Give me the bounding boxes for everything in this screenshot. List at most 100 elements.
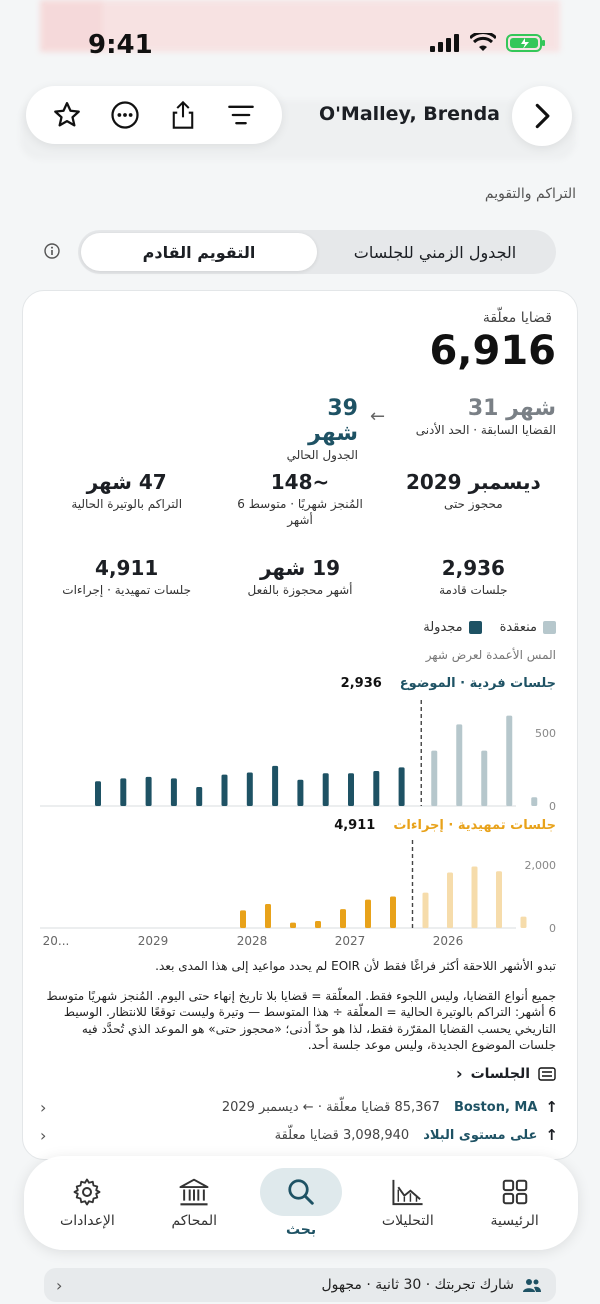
- stat-value: 4,911: [95, 556, 159, 581]
- backlog-card: [22, 290, 578, 1160]
- bar-scheduled[interactable]: [398, 767, 405, 806]
- tab-home[interactable]: الرئيسية: [467, 1177, 563, 1229]
- segment-upcoming-calendar[interactable]: التقويم القادم: [81, 233, 317, 271]
- note-methodology: جميع أنواع القضايا، وليس اللجوء فقط. الم…: [46, 989, 556, 1052]
- x-tick-label: 2029: [138, 934, 169, 948]
- bar-scheduled[interactable]: [196, 787, 203, 806]
- bar-scheduled[interactable]: [390, 896, 396, 928]
- bar-scheduled[interactable]: [297, 779, 304, 806]
- court-row-national[interactable]: ↑ على مستوى البلاد 3,098,940 قضايا معلّق…: [40, 1123, 558, 1147]
- current-schedule: 39 شهر الجدول الحالي: [280, 396, 358, 462]
- stat-backlog-pace: 47 شهر التراكم بالوتيرة الحالية: [40, 470, 213, 528]
- bar-held[interactable]: [456, 724, 463, 806]
- y-tick-label: 0: [549, 922, 556, 935]
- bar-scheduled[interactable]: [221, 774, 228, 806]
- tab-label: الرئيسية: [490, 1213, 539, 1229]
- bar-scheduled[interactable]: [340, 909, 346, 928]
- chevron-left-icon: ‹: [455, 1064, 463, 1083]
- stat-months-booked: 19 شهر أشهر محجوزة بالفعل: [213, 556, 386, 599]
- bar-held[interactable]: [506, 715, 513, 806]
- segment-hearings-timeline[interactable]: الجدول الزمني للجلسات: [353, 242, 517, 262]
- court-icon: [179, 1178, 209, 1206]
- forward-button[interactable]: [512, 86, 572, 146]
- tab-search[interactable]: بحث: [253, 1168, 349, 1238]
- stat-label: جلسات تمهيدية · إجراءات: [62, 583, 192, 598]
- bar-scheduled[interactable]: [290, 922, 296, 928]
- previous-schedule-label: القضايا السابقة · الحد الأدنى: [415, 423, 556, 437]
- tab-bar: الرئيسية التحليلات بحث المحاكم الإعدادات: [24, 1156, 578, 1250]
- bar-scheduled[interactable]: [246, 772, 253, 806]
- bar-scheduled[interactable]: [322, 773, 329, 806]
- court-row-boston[interactable]: ↑ Boston, MA 85,367 قضايا معلّقة · ← ديس…: [40, 1095, 558, 1119]
- chart-2-header: جلسات تمهيدية · إجراءات 4,911: [334, 818, 556, 833]
- people-icon: [523, 1279, 541, 1292]
- filter-icon[interactable]: [224, 98, 258, 132]
- bar-scheduled[interactable]: [272, 765, 279, 806]
- row-desc: 85,367 قضايا معلّقة · ← ديسمبر 2029: [221, 1099, 440, 1115]
- stat-value: ~148: [270, 470, 330, 494]
- legend-held: منعقدة: [500, 620, 556, 635]
- bar-scheduled[interactable]: [265, 904, 271, 928]
- tab-analytics[interactable]: التحليلات: [360, 1177, 456, 1229]
- schedule-compare: 31 شهر القضايا السابقة · الحد الأدنى ← 3…: [40, 396, 560, 462]
- arrow-up-icon: ↑: [545, 1126, 558, 1144]
- bar-scheduled[interactable]: [348, 773, 354, 806]
- bar-scheduled[interactable]: [170, 778, 177, 806]
- arrow-up-icon: ↑: [545, 1098, 558, 1116]
- more-icon[interactable]: [108, 98, 142, 132]
- stat-value: ديسمبر 2029: [405, 470, 541, 494]
- bar-scheduled[interactable]: [315, 921, 321, 928]
- battery-icon: [506, 34, 545, 52]
- status-icons: [430, 33, 546, 53]
- tab-settings[interactable]: الإعدادات: [39, 1177, 135, 1229]
- row-desc: 3,098,940 قضايا معلّقة: [274, 1127, 410, 1143]
- individual-hearings-chart[interactable]: 0 500: [40, 696, 560, 812]
- master-hearings-chart[interactable]: 0 2,000 2026 2027 2028 2029 20...: [40, 838, 560, 950]
- tab-label: بحث: [285, 1222, 317, 1238]
- chart-1-total: 2,936: [340, 676, 382, 691]
- pending-label: قضايا معلّقة: [482, 310, 552, 326]
- x-tick-label: 2026: [433, 934, 464, 948]
- stat-master-hearings: 4,911 جلسات تمهيدية · إجراءات: [40, 556, 213, 599]
- bar-scheduled[interactable]: [240, 910, 246, 928]
- star-icon[interactable]: [50, 98, 84, 132]
- row-city: على مستوى البلاد: [423, 1127, 538, 1143]
- arrow-left-icon: ←: [370, 406, 386, 427]
- bar-held[interactable]: [496, 871, 502, 928]
- tab-label: المحاكم: [171, 1213, 217, 1229]
- hearings-link-label: الجلسات: [470, 1065, 530, 1082]
- legend-swatch-scheduled: [468, 621, 482, 634]
- share-icon[interactable]: [166, 98, 200, 132]
- row-city: Boston, MA: [453, 1099, 538, 1115]
- bar-scheduled[interactable]: [365, 899, 371, 928]
- bar-held[interactable]: [471, 866, 478, 929]
- bar-scheduled[interactable]: [120, 778, 127, 806]
- tab-active-pill: [260, 1168, 343, 1216]
- pending-value: 6,916: [429, 328, 556, 374]
- bar-held[interactable]: [520, 916, 527, 928]
- y-tick-label: 2,000: [525, 859, 557, 872]
- legend-swatch-held: [543, 621, 556, 634]
- feedback-banner[interactable]: شارك تجربتك · 30 ثانية · مجهول ‹: [44, 1268, 556, 1302]
- bar-held[interactable]: [481, 750, 488, 806]
- hearings-link[interactable]: الجلسات ‹: [456, 1064, 556, 1083]
- page-title: O'Malley, Brenda: [318, 103, 500, 125]
- chart-2-title: جلسات تمهيدية · إجراءات: [393, 818, 556, 833]
- bar-scheduled[interactable]: [373, 771, 380, 806]
- status-time: 9:41: [88, 30, 153, 60]
- tab-label: الإعدادات: [60, 1213, 115, 1229]
- bar-held[interactable]: [531, 797, 538, 806]
- grid-icon: [502, 1179, 527, 1205]
- bar-held[interactable]: [422, 892, 429, 928]
- bar-scheduled[interactable]: [95, 781, 101, 806]
- bar-held[interactable]: [431, 750, 438, 806]
- info-icon[interactable]: [44, 243, 60, 259]
- tab-courts[interactable]: المحاكم: [146, 1177, 242, 1229]
- bar-scheduled[interactable]: [145, 776, 152, 806]
- legend-scheduled: مجدولة: [423, 620, 482, 635]
- y-tick-label: 500: [535, 727, 556, 740]
- bar-held[interactable]: [447, 872, 453, 928]
- stats-grid: ديسمبر 2029 محجوز حتى ~148 المُنجز شهريًا …: [40, 470, 560, 599]
- chart-1-header: جلسات فردية · الموضوع 2,936: [341, 676, 556, 691]
- y-tick-label: 0: [549, 800, 556, 812]
